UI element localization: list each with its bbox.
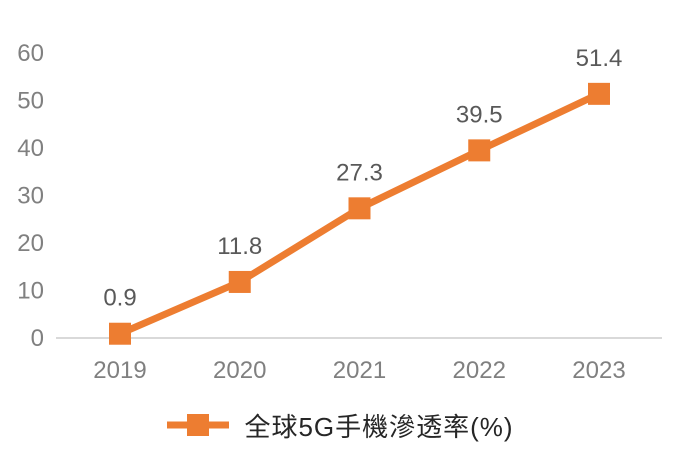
y-tick-label: 20 <box>17 230 44 257</box>
data-point-marker <box>109 322 131 345</box>
x-tick-label: 2023 <box>572 357 625 384</box>
x-tick-label: 2019 <box>93 357 146 384</box>
legend: 全球5G手機滲透率(%) <box>0 400 680 450</box>
legend-marker-icon <box>167 414 230 436</box>
y-tick-label: 60 <box>17 40 44 67</box>
legend-label: 全球5G手機滲透率(%) <box>244 411 514 442</box>
data-point-marker <box>348 197 371 220</box>
data-label: 51.4 <box>576 45 623 72</box>
legend-square <box>187 414 210 436</box>
data-point-marker <box>588 82 610 105</box>
y-tick-label: 50 <box>17 88 44 115</box>
y-tick-label: 40 <box>17 135 44 162</box>
data-point-marker <box>468 139 491 162</box>
data-point-marker <box>228 270 251 293</box>
x-tick-label: 2020 <box>213 357 266 384</box>
x-tick-label: 2021 <box>333 357 386 384</box>
data-label: 0.9 <box>103 285 136 312</box>
data-label: 27.3 <box>336 159 383 186</box>
data-label: 11.8 <box>217 233 262 260</box>
y-tick-label: 0 <box>31 325 44 352</box>
x-tick-label: 2022 <box>453 357 506 384</box>
y-tick-label: 30 <box>17 183 44 210</box>
y-tick-label: 10 <box>17 278 44 305</box>
data-label: 39.5 <box>456 101 503 128</box>
